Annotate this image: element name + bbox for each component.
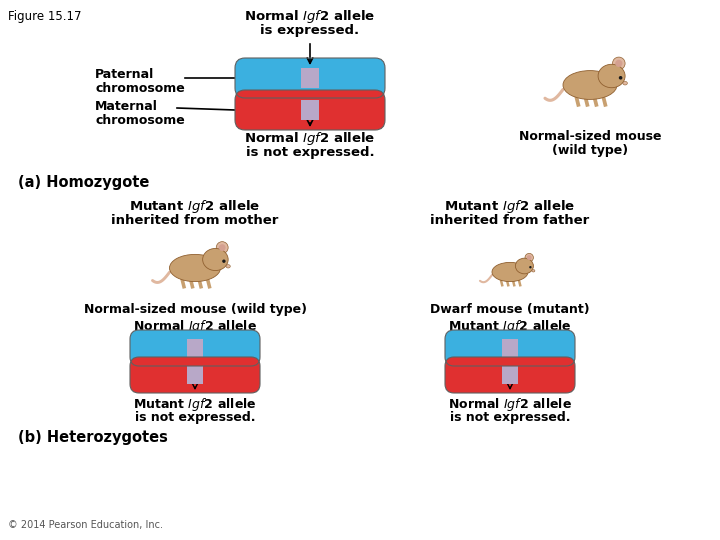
- Ellipse shape: [222, 260, 225, 263]
- Text: Mutant $\it{Igf}$2 allele: Mutant $\it{Igf}$2 allele: [444, 198, 575, 215]
- Text: is not expressed.: is not expressed.: [135, 411, 256, 424]
- FancyBboxPatch shape: [130, 357, 260, 393]
- Ellipse shape: [226, 265, 230, 268]
- Ellipse shape: [492, 262, 528, 281]
- Text: inherited from father: inherited from father: [431, 214, 590, 227]
- Text: is expressed.: is expressed.: [464, 333, 557, 346]
- Text: Mutant $\it{Igf}$2 allele: Mutant $\it{Igf}$2 allele: [130, 198, 261, 215]
- Text: Normal-sized mouse: Normal-sized mouse: [518, 130, 661, 143]
- Ellipse shape: [615, 60, 622, 67]
- Text: is expressed.: is expressed.: [261, 24, 359, 37]
- Ellipse shape: [527, 255, 531, 260]
- FancyBboxPatch shape: [235, 58, 385, 98]
- Ellipse shape: [598, 64, 625, 87]
- Ellipse shape: [613, 57, 625, 70]
- Bar: [502, 339, 518, 357]
- Text: Normal $\it{Igf}$2 allele: Normal $\it{Igf}$2 allele: [244, 8, 376, 25]
- Text: Maternal: Maternal: [95, 100, 158, 113]
- Ellipse shape: [525, 253, 534, 262]
- Text: Dwarf mouse (mutant): Dwarf mouse (mutant): [430, 303, 590, 316]
- Text: Normal-sized mouse (wild type): Normal-sized mouse (wild type): [84, 303, 307, 316]
- Ellipse shape: [216, 242, 228, 254]
- Text: is not expressed.: is not expressed.: [246, 146, 374, 159]
- Ellipse shape: [532, 269, 535, 272]
- Text: (a) Homozygote: (a) Homozygote: [18, 175, 149, 190]
- Ellipse shape: [529, 266, 531, 268]
- Text: Normal $\it{Igf}$2 allele: Normal $\it{Igf}$2 allele: [244, 130, 376, 147]
- Ellipse shape: [563, 71, 617, 99]
- Text: (wild type): (wild type): [552, 144, 628, 157]
- Ellipse shape: [516, 258, 534, 274]
- Bar: [187, 339, 203, 357]
- Text: Mutant $\it{Igf}$2 allele: Mutant $\it{Igf}$2 allele: [448, 318, 572, 335]
- Bar: [301, 100, 319, 120]
- Ellipse shape: [623, 82, 627, 85]
- FancyBboxPatch shape: [445, 330, 575, 366]
- Bar: [502, 366, 518, 384]
- Text: Paternal: Paternal: [95, 68, 154, 81]
- Text: Figure 15.17: Figure 15.17: [8, 10, 81, 23]
- Text: inherited from mother: inherited from mother: [112, 214, 279, 227]
- Bar: [301, 68, 319, 88]
- Text: chromosome: chromosome: [95, 114, 185, 127]
- Ellipse shape: [618, 76, 622, 79]
- Bar: [187, 366, 203, 384]
- Text: (b) Heterozygotes: (b) Heterozygotes: [18, 430, 168, 445]
- Text: Normal $\it{Igf}$2 allele: Normal $\it{Igf}$2 allele: [448, 396, 572, 413]
- Ellipse shape: [202, 248, 228, 271]
- Ellipse shape: [169, 254, 220, 281]
- Text: is not expressed.: is not expressed.: [450, 411, 570, 424]
- Text: chromosome: chromosome: [95, 82, 185, 95]
- FancyBboxPatch shape: [235, 90, 385, 130]
- Text: © 2014 Pearson Education, Inc.: © 2014 Pearson Education, Inc.: [8, 520, 163, 530]
- Text: Mutant $\it{Igf}$2 allele: Mutant $\it{Igf}$2 allele: [133, 396, 257, 413]
- FancyBboxPatch shape: [130, 330, 260, 366]
- FancyBboxPatch shape: [445, 357, 575, 393]
- Ellipse shape: [219, 244, 225, 251]
- Text: Normal $\it{Igf}$2 allele: Normal $\it{Igf}$2 allele: [133, 318, 257, 335]
- Text: is expressed.: is expressed.: [148, 333, 241, 346]
